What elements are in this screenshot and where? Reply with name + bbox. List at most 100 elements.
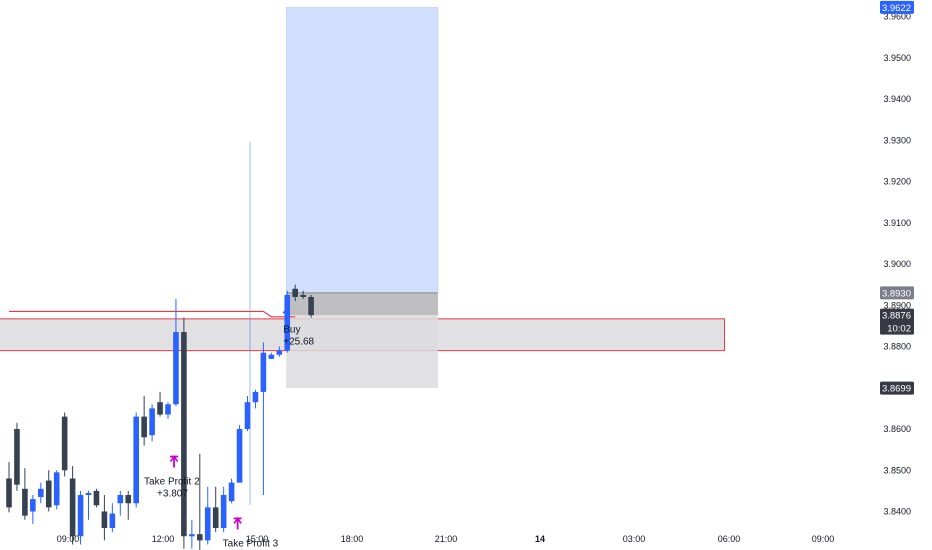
time-tick-label: 03:00 [623,534,646,544]
buy-marker-icon [282,308,290,319]
candle-body [30,499,36,512]
price-tick-label: 3.9000 [883,259,911,269]
stop-price-tag[interactable]: 3.8699 [880,381,914,395]
take-profit-marker-arrowhead [169,455,179,463]
position-profit-zone[interactable] [286,7,439,294]
candle[interactable] [141,396,147,446]
target-price-tag[interactable]: 3.9622 [880,0,914,14]
candle[interactable] [61,412,68,477]
candle[interactable] [308,294,314,318]
long-position-tool[interactable] [249,7,439,505]
take-profit-marker-icon [233,517,242,530]
candle[interactable] [276,346,283,357]
price-tick-label: 3.9400 [883,94,911,104]
candle-body [93,490,100,506]
candle[interactable] [14,422,20,491]
candle[interactable] [244,396,251,432]
time-tick-label: 18:00 [341,534,364,544]
candle[interactable] [220,486,227,533]
candle-body [212,507,219,528]
candle-body [173,332,179,405]
take-profit-value: +3.807 [157,489,188,500]
candle[interactable] [236,424,243,483]
candle[interactable] [109,503,116,533]
current-price-tag[interactable]: 3.8876 10:02 [880,308,914,335]
candle[interactable] [125,490,132,520]
candle[interactable] [284,290,291,353]
candle-body [165,404,171,415]
candle-body [149,408,155,436]
candle-body [252,391,259,403]
candle-body [101,511,108,528]
candle-body [53,472,60,506]
time-tick-label: 21:00 [435,534,458,544]
candle[interactable] [30,495,36,524]
candle[interactable] [77,490,84,545]
candle-body [77,495,84,537]
time-axis[interactable]: 09:00 12:00 15:00 18:00 21:00 14 03:00 06:00 09:… [57,534,835,544]
target-price-tag-text: 3.9622 [882,3,911,14]
candle[interactable] [133,412,139,508]
candle[interactable] [181,317,187,549]
candle[interactable] [117,490,124,516]
candle[interactable] [300,290,306,300]
candle[interactable] [204,486,211,545]
candle[interactable] [268,352,275,359]
candle[interactable] [6,462,12,513]
candle-body [38,488,44,498]
price-tick-label: 3.8800 [883,342,911,352]
candle-body [14,429,20,485]
candle[interactable] [260,342,267,495]
candle[interactable] [173,299,179,407]
candle[interactable] [189,519,195,549]
candle-body [22,488,28,516]
candle[interactable] [197,453,203,550]
level-line-layer [9,310,296,318]
candle[interactable] [252,389,259,409]
candle-body [69,478,76,537]
buy-label: Buy [283,324,300,335]
candle[interactable] [292,284,298,302]
time-tick-label: 15:00 [246,534,269,544]
candle-body [141,416,147,438]
candle[interactable] [157,391,163,417]
candle[interactable] [38,482,44,504]
candle[interactable] [85,490,92,520]
position-unrealized-zone [286,292,438,316]
price-axis[interactable]: 3.9600 3.9500 3.9400 3.9300 3.9200 3.9100 3.90… [880,0,914,517]
candle-body [6,478,12,508]
stop-price-tag-bg [880,381,914,395]
candle-body [268,354,275,359]
candle[interactable] [69,466,76,545]
candle[interactable] [45,470,52,512]
candle[interactable] [149,404,155,442]
candle-body [228,482,235,502]
candle-body [284,294,291,351]
countdown-text: 10:02 [887,324,911,335]
candle-body [157,402,163,415]
candle[interactable] [101,495,108,541]
candle-body [244,402,251,429]
candle-body [117,495,124,504]
candle-body [181,332,187,537]
candle-body [236,429,243,483]
take-profit-label: Take Profit 3 [223,538,279,549]
candle-body [276,350,283,355]
entry-price-tag[interactable]: 3.8930 [880,286,914,300]
time-tick-label: 09:00 [812,534,835,544]
candle-body [45,480,52,508]
candle-body [125,495,132,504]
candle-body [197,534,203,541]
candle[interactable] [165,402,171,419]
price-tick-label: 3.9500 [883,53,911,63]
candles-layer[interactable] [6,284,314,550]
time-tick-label: 09:00 [57,534,80,544]
candle[interactable] [93,488,100,508]
candle[interactable] [22,468,28,520]
candle[interactable] [53,470,60,510]
candle[interactable] [228,478,235,504]
candle[interactable] [212,486,219,533]
candle-body [292,288,298,297]
